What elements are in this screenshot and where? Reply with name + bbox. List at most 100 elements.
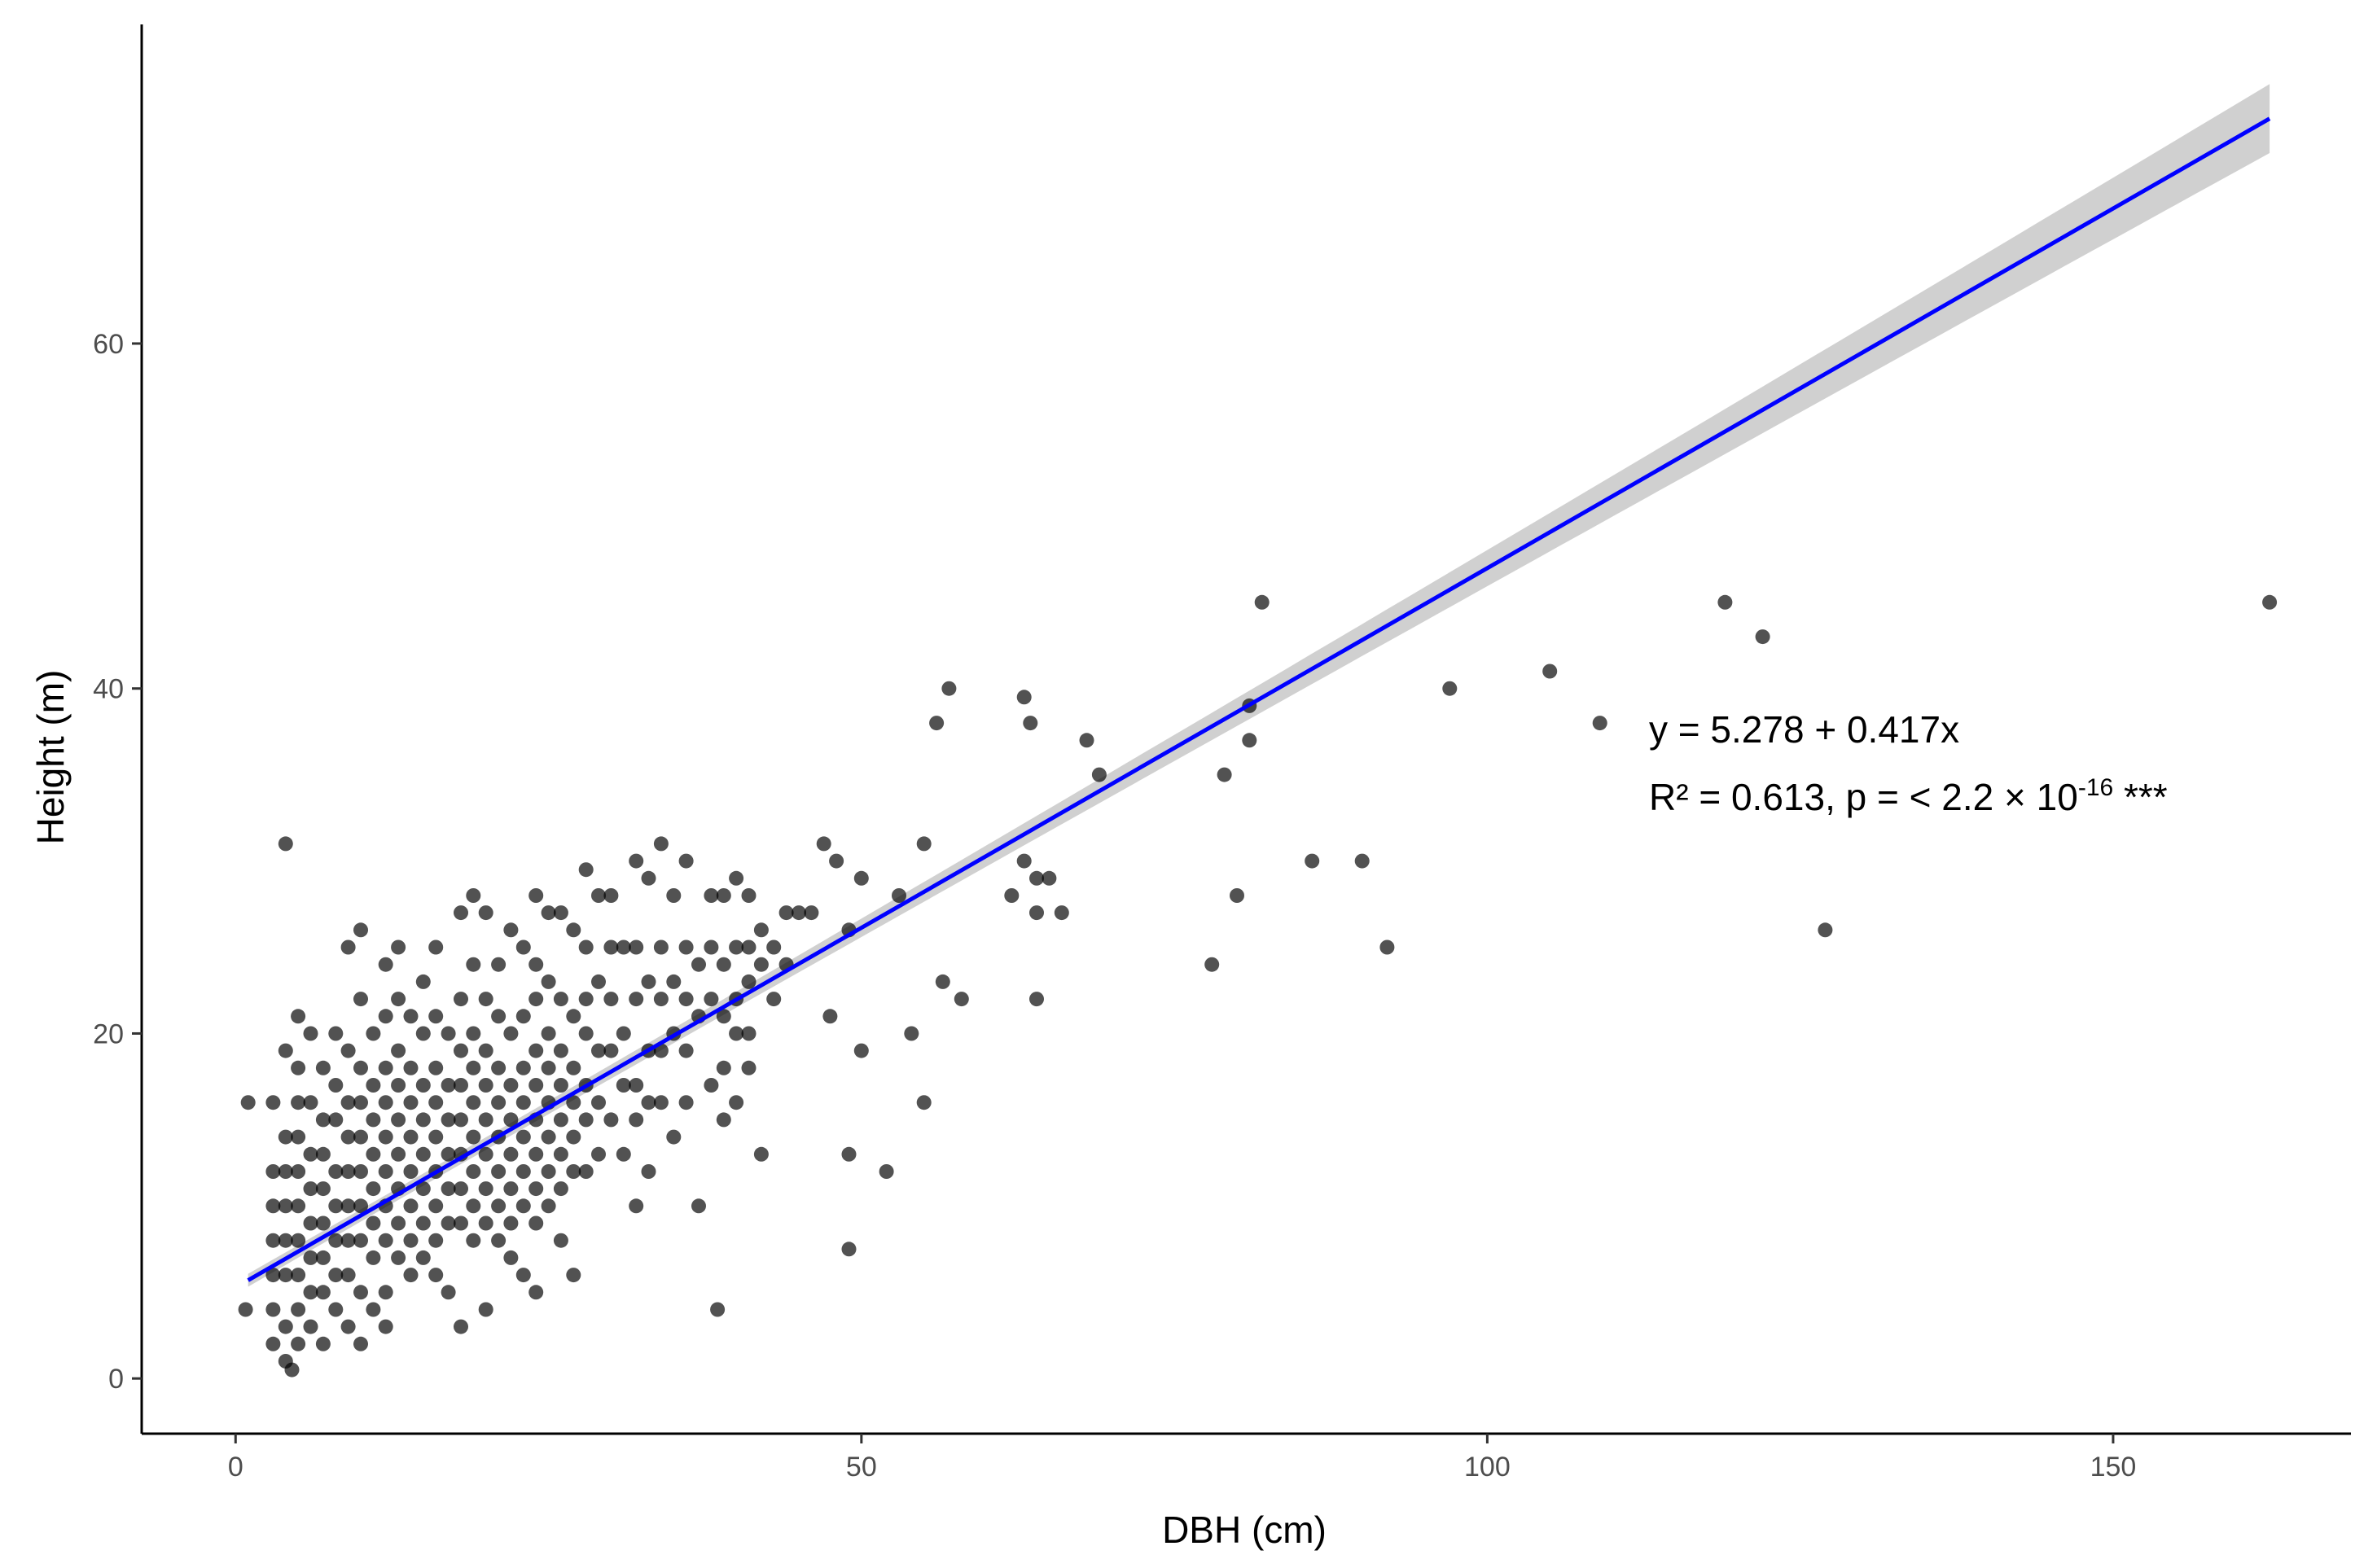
data-point <box>741 939 757 955</box>
data-point <box>716 1009 731 1024</box>
data-point <box>1230 888 1244 903</box>
data-point <box>515 1198 531 1214</box>
data-point <box>454 1181 468 1197</box>
data-point <box>616 939 631 955</box>
data-point <box>616 1026 631 1041</box>
data-point <box>278 1043 293 1058</box>
data-point <box>291 1233 306 1248</box>
data-point <box>454 905 468 921</box>
data-point <box>240 1095 256 1110</box>
data-point <box>340 1129 356 1145</box>
data-point <box>403 1095 419 1110</box>
data-point <box>328 1198 344 1214</box>
data-point <box>441 1285 456 1300</box>
data-point <box>578 1164 594 1179</box>
data-point <box>1079 733 1094 748</box>
data-point <box>353 1233 368 1248</box>
data-point <box>454 1078 468 1093</box>
data-point <box>353 1095 368 1110</box>
data-point <box>291 1268 306 1283</box>
data-point <box>804 905 819 921</box>
data-point <box>515 1009 531 1024</box>
data-point <box>753 1146 769 1162</box>
data-point <box>328 1268 344 1283</box>
stats-prefix: R² = 0.613, p = < 2.2 × 10 <box>1649 776 2078 818</box>
data-point <box>278 1164 293 1179</box>
data-point <box>391 1215 406 1231</box>
data-point <box>691 1198 706 1214</box>
data-point <box>666 1129 682 1145</box>
data-point <box>466 1095 481 1110</box>
data-point <box>428 1095 444 1110</box>
data-point <box>629 1078 644 1093</box>
data-point <box>441 1112 456 1128</box>
data-point <box>678 853 694 869</box>
data-point <box>441 1026 456 1041</box>
data-point <box>641 870 656 886</box>
regression-stats: R² = 0.613, p = < 2.2 × 10-16 *** <box>1649 774 2168 818</box>
data-point <box>641 1164 656 1179</box>
data-point <box>353 922 368 938</box>
data-point <box>466 1060 481 1075</box>
data-point <box>441 1181 456 1197</box>
data-point <box>278 836 293 852</box>
data-point <box>415 1215 431 1231</box>
data-point <box>778 905 794 921</box>
data-point <box>403 1060 419 1075</box>
y-tick-label: 60 <box>93 329 124 360</box>
data-point <box>303 1026 318 1041</box>
data-point <box>353 1060 368 1075</box>
data-point <box>1717 594 1733 610</box>
data-point <box>315 1112 331 1128</box>
data-point <box>403 1164 419 1179</box>
data-point <box>653 992 669 1007</box>
data-point <box>566 1095 581 1110</box>
data-point <box>366 1215 381 1231</box>
data-point <box>578 992 594 1007</box>
data-point <box>541 1198 556 1214</box>
stats-suffix: *** <box>2113 776 2168 818</box>
data-point <box>353 992 368 1007</box>
data-point <box>553 1181 568 1197</box>
data-point <box>553 992 568 1007</box>
data-point <box>603 939 619 955</box>
data-point <box>415 1112 431 1128</box>
data-point <box>678 939 694 955</box>
data-point <box>265 1233 281 1248</box>
data-point <box>454 1215 468 1231</box>
data-point <box>328 1302 344 1317</box>
data-point <box>729 870 744 886</box>
data-point <box>378 1319 393 1334</box>
data-point <box>2262 594 2278 610</box>
data-point <box>1029 992 1044 1007</box>
data-point <box>428 1268 444 1283</box>
x-tick-label: 150 <box>2090 1452 2137 1483</box>
data-point <box>454 1112 468 1128</box>
data-point <box>340 1268 356 1283</box>
data-point <box>278 1268 293 1283</box>
data-point <box>303 1285 318 1300</box>
data-point <box>403 1009 419 1024</box>
data-point <box>528 1285 544 1300</box>
data-point <box>428 1198 444 1214</box>
data-point <box>1354 853 1370 869</box>
y-axis-title: Height (m) <box>29 670 72 845</box>
data-point <box>1755 629 1770 645</box>
data-point <box>378 1233 393 1248</box>
data-point <box>629 992 644 1007</box>
data-point <box>591 1095 606 1110</box>
data-point <box>1204 957 1220 972</box>
data-point <box>528 1215 544 1231</box>
data-point <box>503 1146 519 1162</box>
data-point <box>916 836 932 852</box>
data-point <box>753 922 769 938</box>
y-tick-label: 0 <box>108 1364 124 1395</box>
data-point <box>704 992 719 1007</box>
data-point <box>1379 939 1395 955</box>
data-point <box>716 957 731 972</box>
data-point <box>528 888 544 903</box>
data-point <box>704 939 719 955</box>
data-point <box>1042 870 1057 886</box>
